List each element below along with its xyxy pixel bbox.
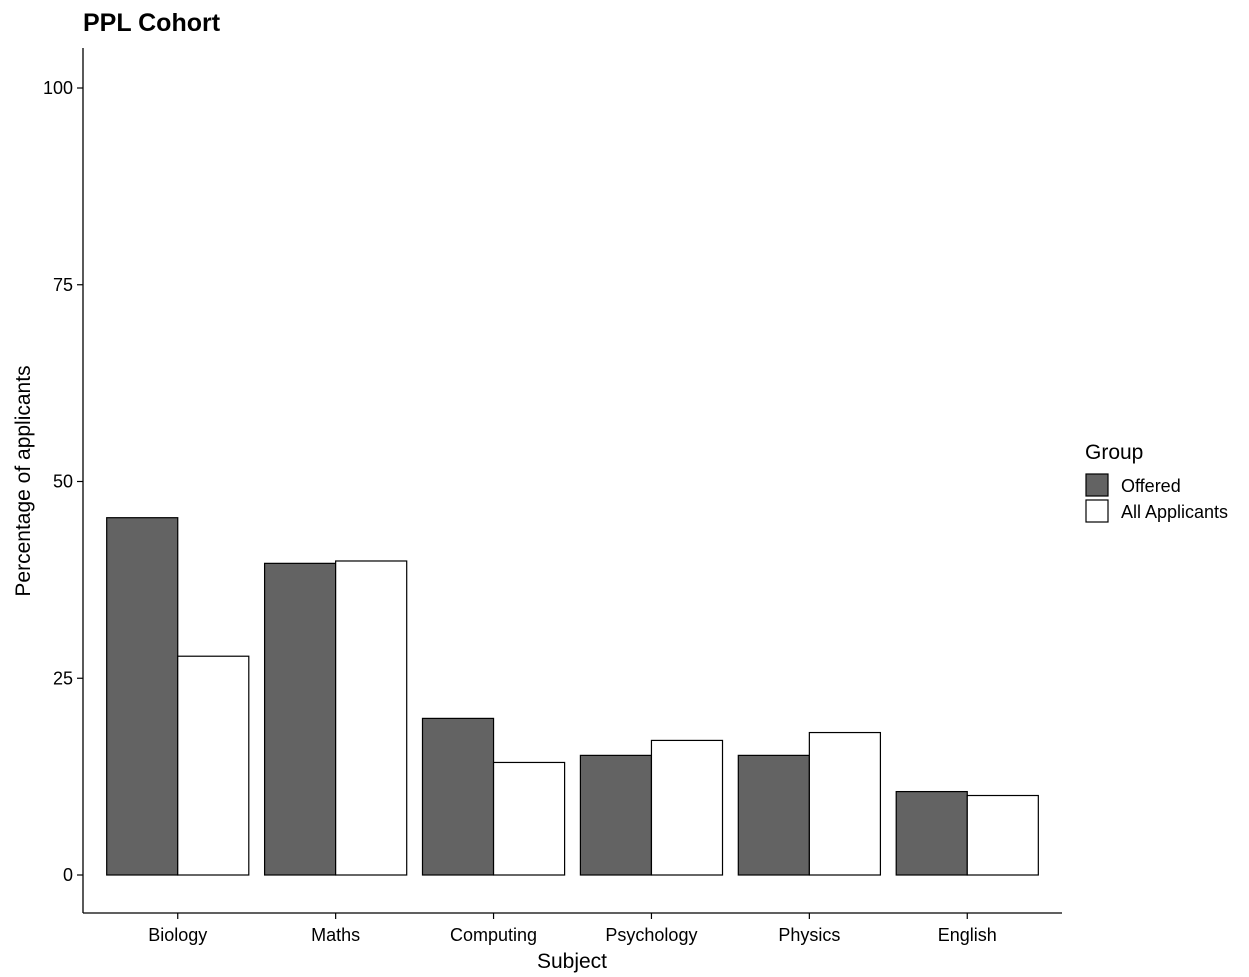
bar-english-offered — [895, 790, 968, 876]
bar-computing-offered — [421, 717, 495, 876]
x-tick-label: English — [938, 925, 997, 945]
bar-maths-all-applicants — [335, 560, 408, 876]
y-tick-label: 100 — [43, 78, 73, 98]
legend-key-all-applicants — [1085, 499, 1109, 523]
y-axis-title: Percentage of applicants — [12, 365, 35, 596]
bar-psychology-all-applicants — [650, 739, 724, 876]
bar-psychology-offered — [579, 754, 653, 876]
legend-label: All Applicants — [1121, 502, 1228, 522]
legend-key-offered — [1085, 473, 1109, 497]
x-tick-label: Maths — [311, 925, 360, 945]
x-tick-label: Physics — [778, 925, 840, 945]
x-axis-ticks: Biology Maths Computing Psychology Physics En… — [148, 913, 997, 945]
y-axis-ticks: 0 25 50 75 100 — [43, 78, 83, 885]
chart-title: PPL Cohort — [83, 9, 221, 37]
y-tick-label: 50 — [53, 472, 73, 492]
legend-title: Group — [1085, 441, 1143, 464]
x-axis-title: Subject — [537, 950, 607, 973]
bar-physics-all-applicants — [808, 731, 882, 876]
bar-biology-offered — [106, 517, 179, 876]
y-tick-label: 25 — [53, 668, 73, 688]
legend-label: Offered — [1121, 476, 1181, 496]
bar-english-all-applicants — [966, 794, 1039, 876]
x-tick-label: Psychology — [605, 925, 697, 945]
bar-physics-offered — [737, 754, 810, 876]
x-tick-label: Computing — [450, 925, 537, 945]
x-tick-label: Biology — [148, 925, 207, 945]
bar-maths-offered — [263, 562, 337, 876]
bar-computing-all-applicants — [492, 761, 566, 876]
y-tick-label: 0 — [63, 865, 73, 885]
bar-biology-all-applicants — [177, 655, 250, 876]
y-tick-label: 75 — [53, 275, 73, 295]
legend: Group Offered All Applicants — [1085, 441, 1228, 523]
bars-group — [106, 517, 1039, 876]
